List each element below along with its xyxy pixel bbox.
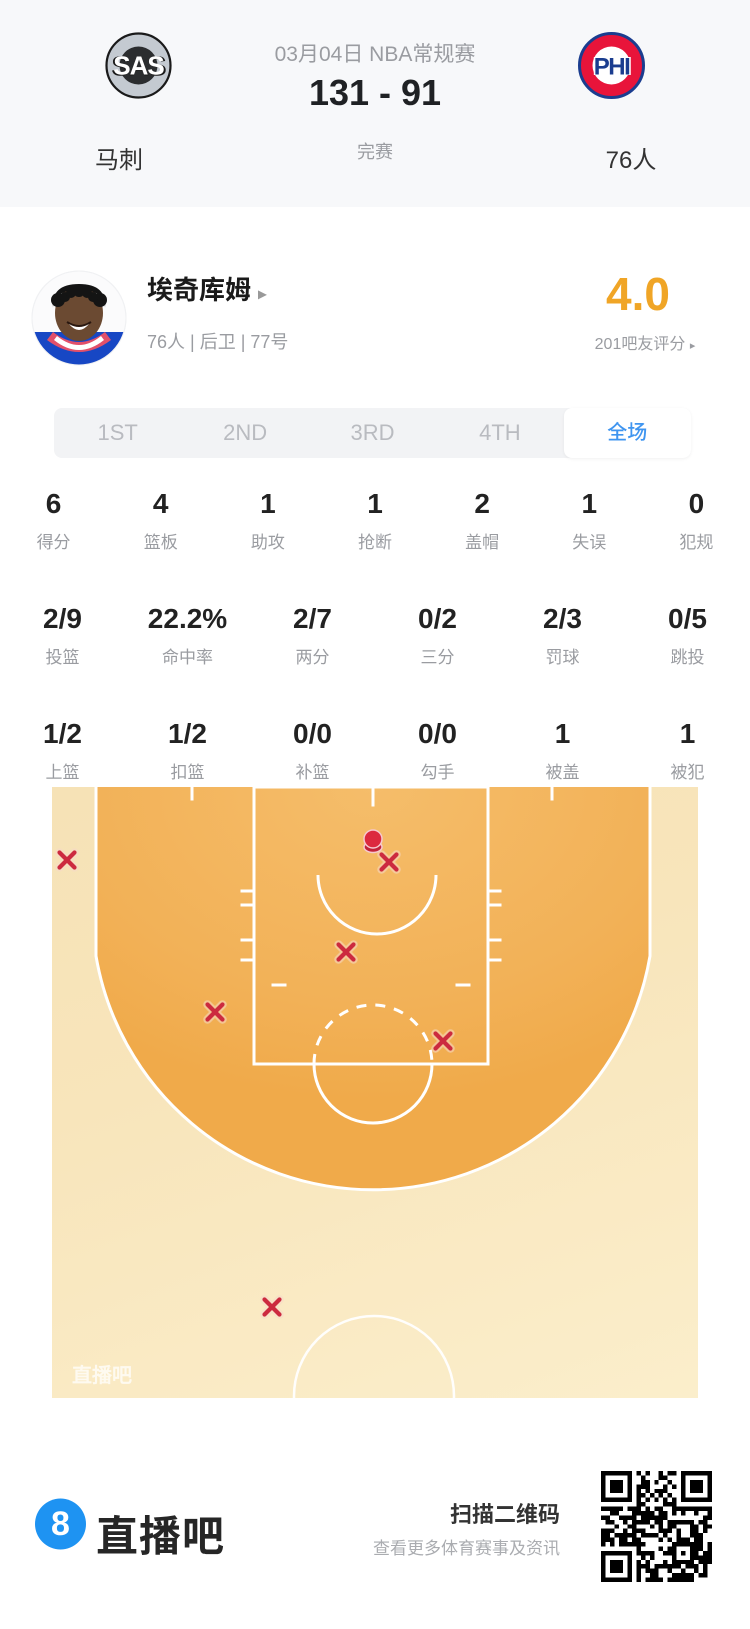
svg-text:8: 8: [51, 1505, 70, 1543]
svg-text:直播吧: 直播吧: [72, 1363, 132, 1387]
svg-text:SAS: SAS: [113, 51, 164, 81]
svg-text:PHI: PHI: [594, 53, 630, 80]
